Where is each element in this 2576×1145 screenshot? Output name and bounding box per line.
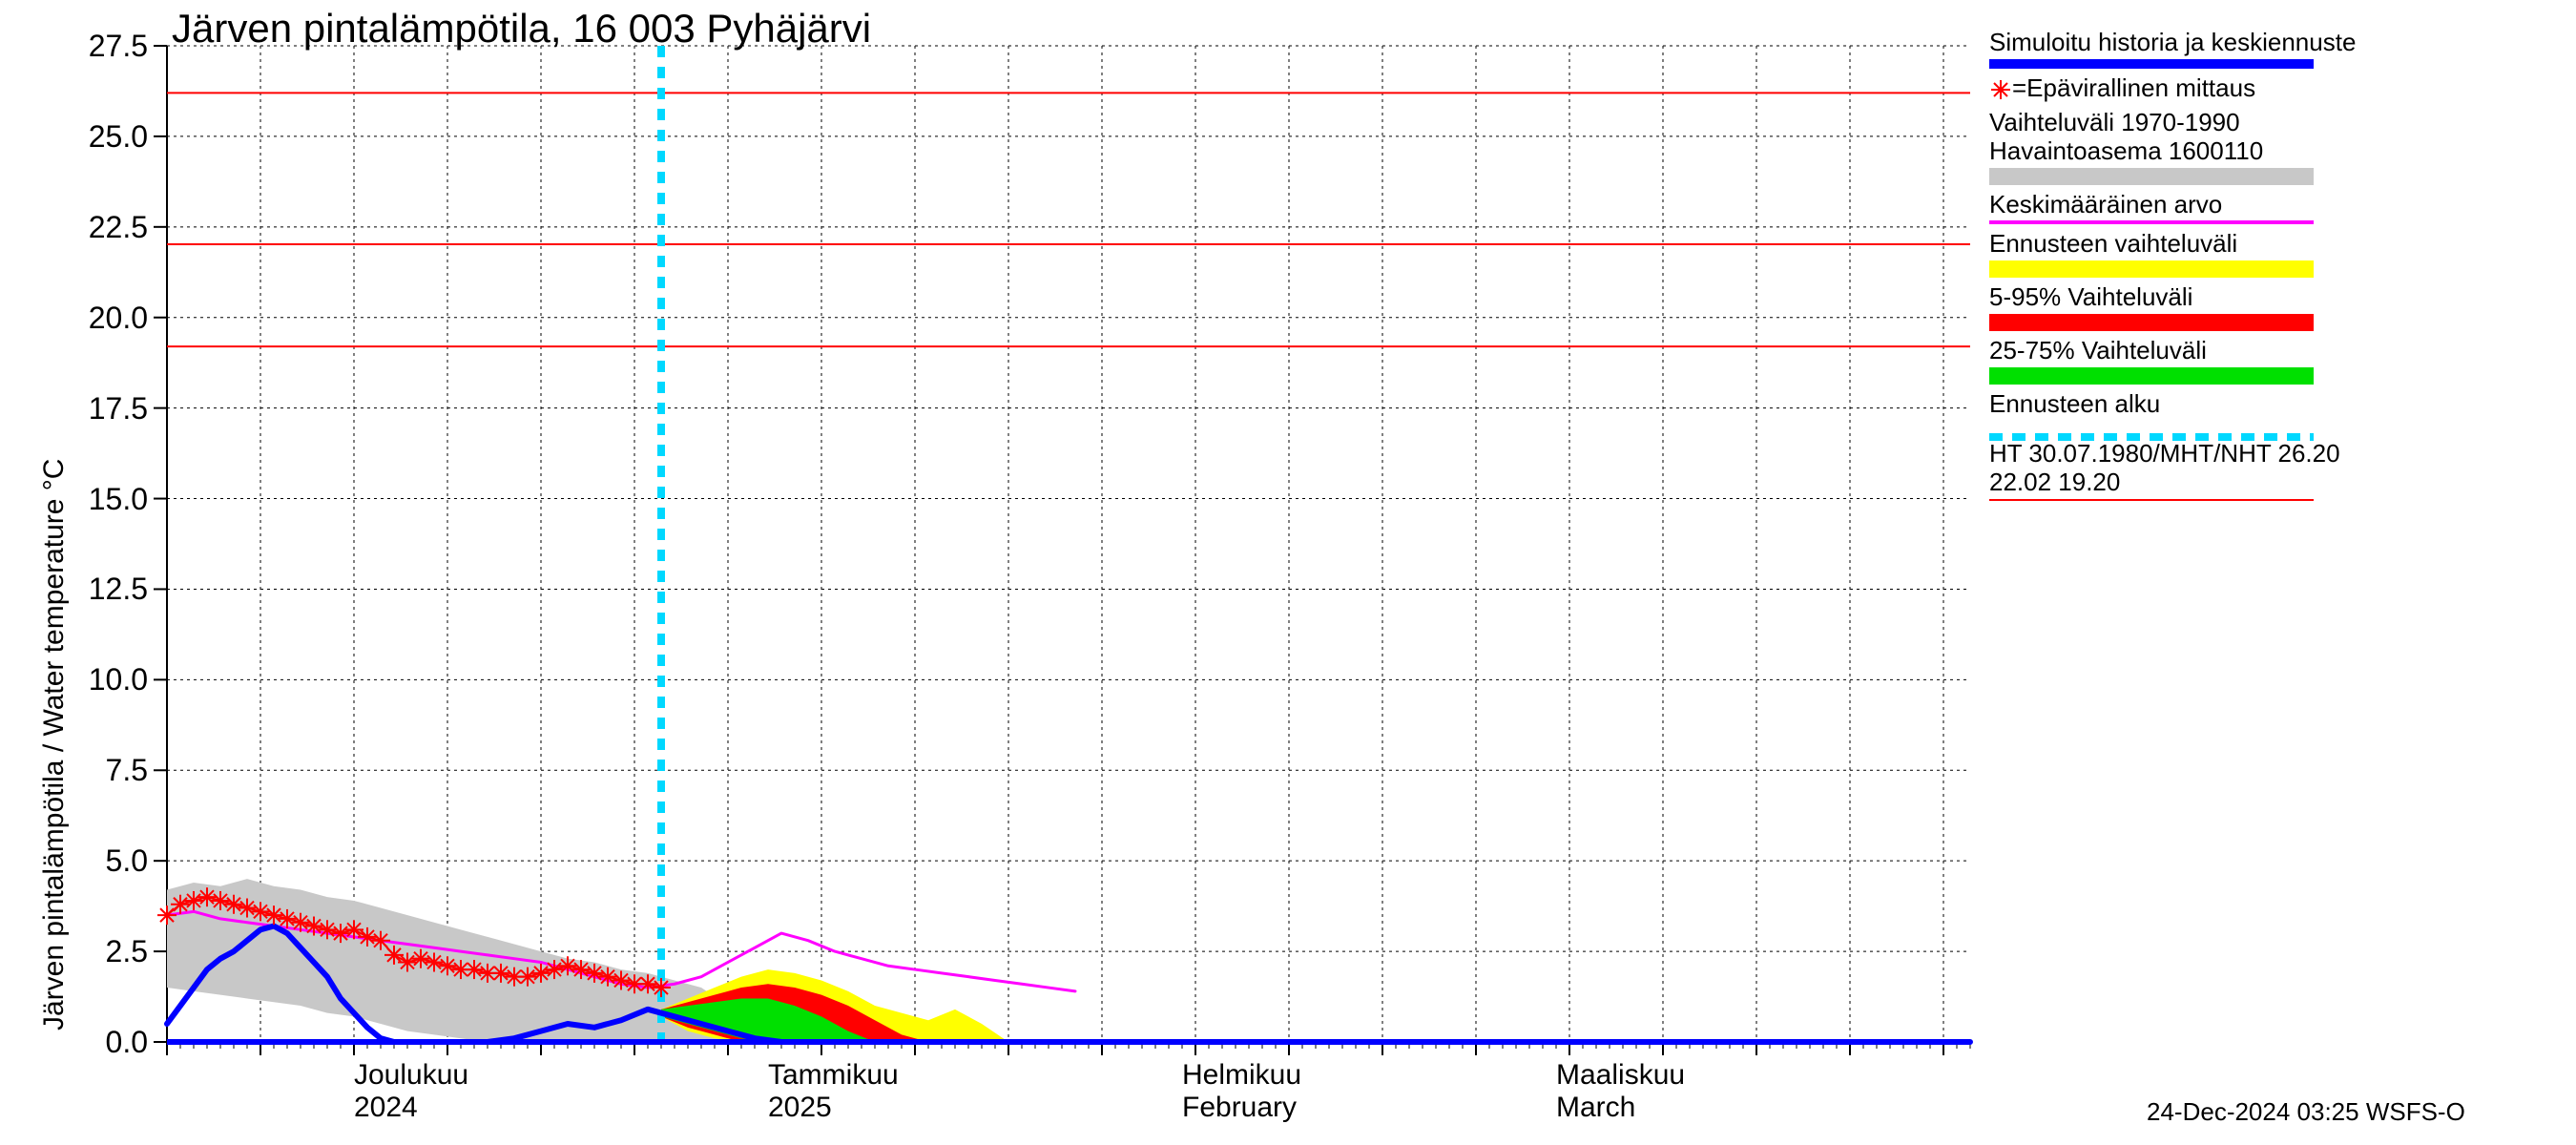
y-tick-label: 25.0 [72, 119, 148, 155]
legend-swatch [1989, 499, 2314, 501]
legend-label: 25-75% Vaihteluväli [1989, 337, 2371, 365]
legend-swatch [1989, 59, 2314, 69]
legend-entry: Ennusteen alku [1989, 390, 2371, 434]
legend-entry: Simuloitu historia ja keskiennuste [1989, 29, 2371, 69]
y-tick-label: 27.5 [72, 29, 148, 64]
chart-title: Järven pintalämpötila, 16 003 Pyhäjärvi [172, 6, 871, 52]
legend-label: HT 30.07.1980/MHT/NHT 26.20 22.02 19.20 [1989, 440, 2371, 497]
y-tick-label: 15.0 [72, 482, 148, 517]
y-tick-label: 17.5 [72, 391, 148, 427]
legend-entry: Vaihteluväli 1970-1990 Havaintoasema 160… [1989, 109, 2371, 185]
legend-swatch [1989, 260, 2314, 278]
x-tick-label-top: Helmikuu [1182, 1059, 1301, 1092]
legend-entry: 25-75% Vaihteluväli [1989, 337, 2371, 385]
x-tick-label-top: Maaliskuu [1556, 1059, 1685, 1092]
y-axis-label: Järven pintalämpötila / Water temperatur… [38, 459, 71, 1030]
legend-swatch [1989, 220, 2314, 224]
y-tick-label: 5.0 [72, 843, 148, 879]
legend-entry: =Epävirallinen mittaus [1989, 74, 2371, 103]
legend-label: Simuloitu historia ja keskiennuste [1989, 29, 2371, 57]
legend-swatch [1989, 421, 2314, 434]
y-tick-label: 22.5 [72, 210, 148, 245]
legend-entry: Keskimääräinen arvo [1989, 191, 2371, 225]
legend-swatch [1989, 314, 2314, 331]
legend-swatch [1989, 168, 2314, 185]
legend-entry: Ennusteen vaihteluväli [1989, 230, 2371, 278]
legend-label: Ennusteen alku [1989, 390, 2371, 419]
legend-label: Keskimääräinen arvo [1989, 191, 2371, 219]
legend-entry: HT 30.07.1980/MHT/NHT 26.20 22.02 19.20 [1989, 440, 2371, 501]
y-tick-label: 7.5 [72, 753, 148, 788]
legend-label: Vaihteluväli 1970-1990 Havaintoasema 160… [1989, 109, 2371, 166]
y-tick-label: 10.0 [72, 662, 148, 697]
legend-label: Ennusteen vaihteluväli [1989, 230, 2371, 259]
x-tick-label-bottom: 2024 [354, 1092, 418, 1124]
y-tick-label: 20.0 [72, 301, 148, 336]
legend-label: =Epävirallinen mittaus [1989, 74, 2371, 103]
y-tick-label: 12.5 [72, 572, 148, 607]
footer-timestamp: 24-Dec-2024 03:25 WSFS-O [2147, 1097, 2465, 1127]
legend: Simuloitu historia ja keskiennuste =Epävi… [1989, 29, 2371, 507]
legend-swatch [1989, 367, 2314, 385]
y-tick-label: 0.0 [72, 1025, 148, 1060]
x-tick-label-top: Joulukuu [354, 1059, 468, 1092]
x-tick-label-top: Tammikuu [768, 1059, 899, 1092]
y-tick-label: 2.5 [72, 934, 148, 969]
x-tick-label-bottom: 2025 [768, 1092, 832, 1124]
x-tick-label-bottom: February [1182, 1092, 1297, 1124]
legend-entry: 5-95% Vaihteluväli [1989, 283, 2371, 331]
legend-label: 5-95% Vaihteluväli [1989, 283, 2371, 312]
x-tick-label-bottom: March [1556, 1092, 1635, 1124]
